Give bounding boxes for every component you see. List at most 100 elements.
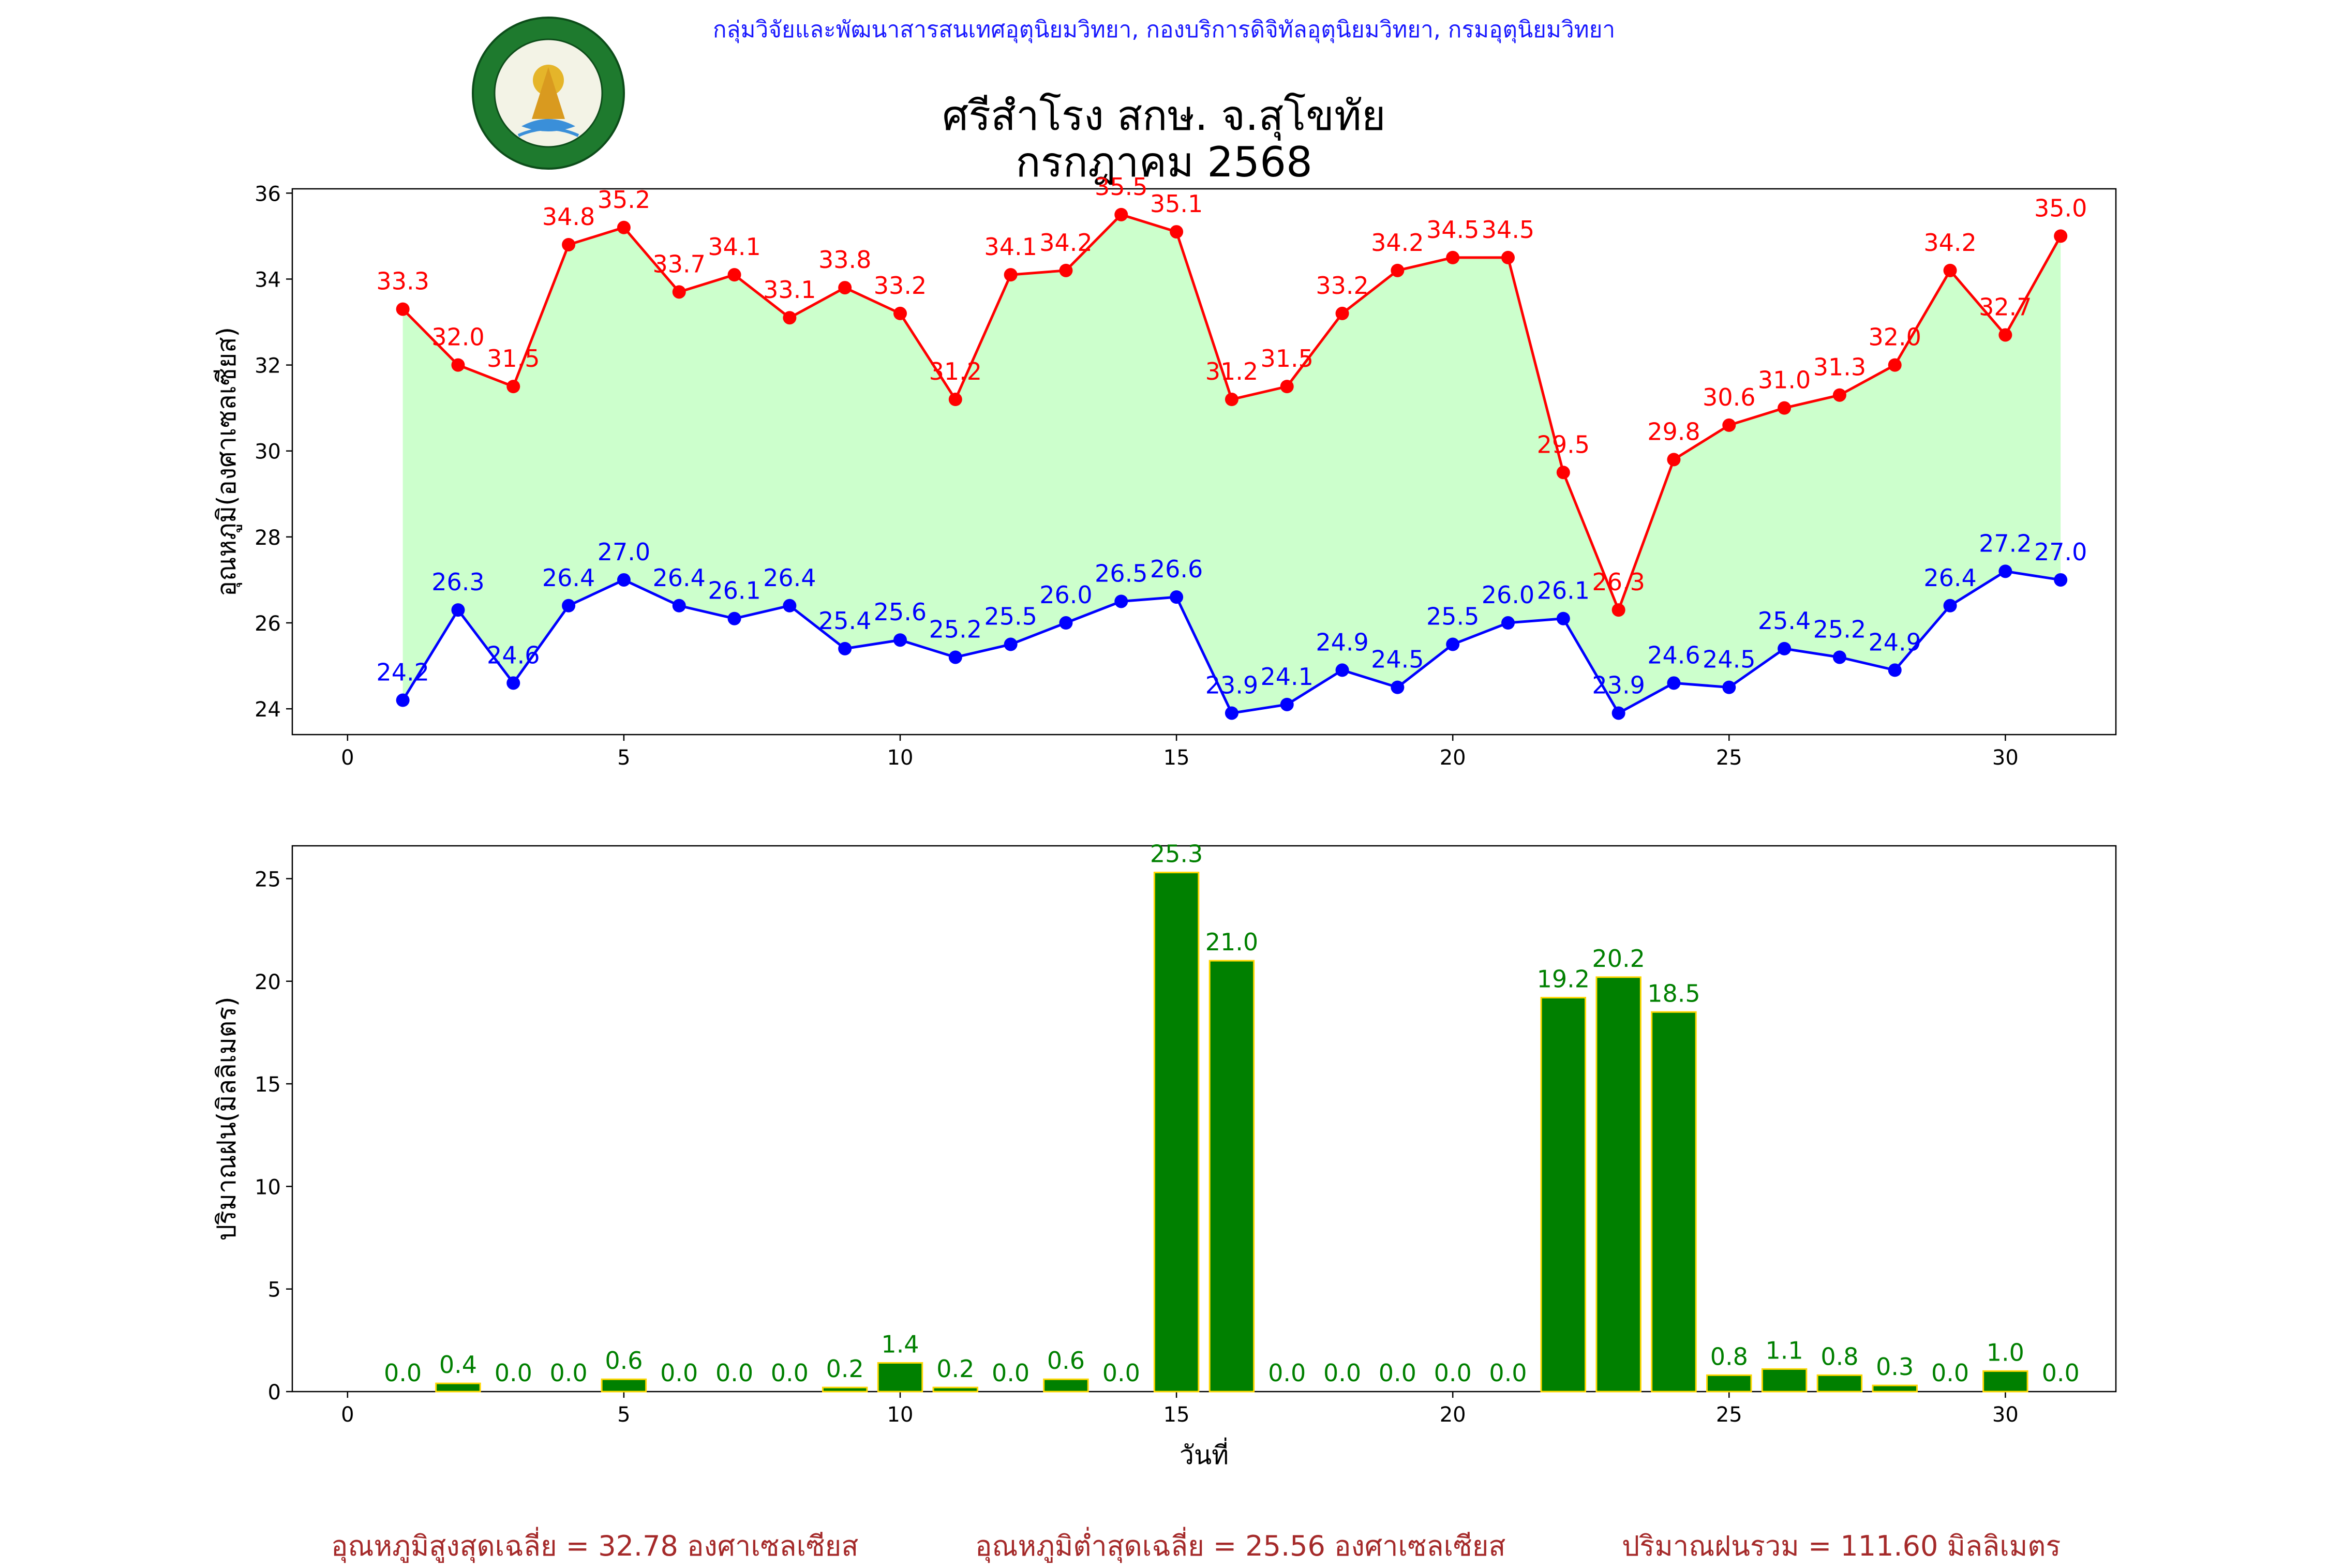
temp-y-axis-label: อุณหภูมิ(องศาเซลเซียส) [212, 327, 242, 596]
max-temp-data-label: 34.5 [1426, 216, 1479, 244]
max-temp-point [1391, 263, 1405, 277]
rain-x-tick-label: 5 [617, 1403, 630, 1427]
min-temp-point [1225, 706, 1238, 720]
meteorological-department-logo [472, 17, 625, 170]
min-temp-point [893, 633, 907, 647]
min-temp-data-label: 26.1 [1537, 577, 1590, 605]
rain-data-label: 0.6 [1047, 1347, 1085, 1375]
min-temp-point [562, 599, 576, 613]
rain-x-tick-label: 15 [1163, 1403, 1190, 1427]
min-temp-data-label: 27.2 [1979, 529, 2032, 557]
max-temp-point [948, 393, 962, 407]
temp-y-tick-label: 36 [255, 182, 281, 206]
rain-data-label: 0.4 [439, 1351, 477, 1379]
min-temp-point [1335, 663, 1349, 677]
rain-y-tick-label: 20 [255, 970, 281, 994]
rain-data-label: 0.0 [1323, 1359, 1361, 1387]
max-temp-data-label: 34.2 [1923, 229, 1976, 257]
min-temp-point [1943, 599, 1957, 613]
rain-bar [1153, 872, 1200, 1393]
max-temp-data-label: 35.5 [1095, 173, 1147, 201]
min-temp-data-label: 24.6 [487, 641, 540, 669]
rain-data-label: 1.0 [1987, 1338, 2024, 1366]
min-temp-point [396, 693, 410, 707]
max-temp-point [783, 311, 797, 325]
rain-bar [1872, 1384, 1918, 1393]
rain-data-label: 0.0 [771, 1359, 809, 1387]
min-temp-point [1832, 650, 1846, 664]
max-temp-point [1667, 453, 1681, 467]
rain-x-tick-label: 20 [1440, 1403, 1466, 1427]
rain-data-label: 0.0 [992, 1359, 1029, 1387]
min-temp-data-label: 24.2 [376, 659, 429, 686]
rain-x-tick-label: 0 [341, 1403, 354, 1427]
max-temp-point [396, 302, 410, 316]
max-temp-data-label: 32.0 [431, 323, 484, 351]
max-temp-point [1225, 393, 1238, 407]
temp-y-tick-label: 34 [255, 268, 281, 292]
temp-y-tick-label: 32 [255, 354, 281, 378]
min-temp-point [1998, 564, 2012, 578]
max-temp-data-label: 32.0 [1869, 323, 1921, 351]
max-temp-point [1888, 358, 1902, 372]
min-temp-point [1667, 676, 1681, 690]
month-title: กรกฎาคม 2568 [1016, 138, 1312, 186]
rain-bar [1651, 1011, 1697, 1393]
min-temp-data-label: 24.9 [1316, 628, 1368, 656]
min-temp-point [1004, 637, 1018, 651]
min-temp-point [672, 599, 686, 613]
min-temp-point [1114, 594, 1128, 608]
temp-x-tick-label: 10 [887, 746, 914, 770]
max-temp-data-label: 33.7 [653, 250, 706, 278]
min-temp-data-label: 26.0 [1039, 581, 1092, 609]
rain-data-label: 25.3 [1150, 840, 1203, 868]
min-temp-point [1280, 697, 1294, 711]
temp-x-tick-label: 20 [1440, 746, 1466, 770]
min-temp-data-label: 25.5 [984, 603, 1037, 631]
min-temp-point [1888, 663, 1902, 677]
max-temp-data-label: 34.2 [1371, 229, 1424, 257]
rain-data-label: 0.0 [1489, 1359, 1527, 1387]
rain-data-label: 0.8 [1820, 1342, 1858, 1370]
rain-x-tick-label: 25 [1716, 1403, 1742, 1427]
max-temp-point [1778, 401, 1792, 415]
max-temp-point [1998, 328, 2012, 342]
max-temp-data-label: 30.6 [1703, 383, 1755, 411]
rain-bar [1761, 1368, 1808, 1393]
rain-data-label: 0.0 [1268, 1359, 1306, 1387]
max-temp-data-label: 33.2 [874, 272, 927, 300]
rain-data-label: 0.3 [1876, 1353, 1914, 1381]
min-temp-point [783, 599, 797, 613]
max-temp-data-label: 29.8 [1647, 417, 1700, 445]
max-temp-point [1943, 263, 1957, 277]
max-temp-data-label: 35.2 [598, 186, 650, 214]
rain-bar [877, 1362, 923, 1393]
max-temp-point [617, 220, 631, 234]
min-temp-data-label: 24.5 [1371, 646, 1424, 674]
max-temp-point [1280, 380, 1294, 394]
max-temp-point [1722, 418, 1736, 432]
rain-bar [1816, 1374, 1863, 1393]
max-temp-data-label: 31.2 [1205, 357, 1258, 385]
min-temp-point [838, 641, 852, 655]
min-temp-data-label: 23.9 [1205, 671, 1258, 699]
rain-data-label: 20.2 [1592, 945, 1645, 973]
rain-x-tick-label: 10 [887, 1403, 914, 1427]
rain-data-label: 0.0 [1102, 1359, 1140, 1387]
rain-bar [1043, 1378, 1089, 1393]
min-temp-data-label: 26.0 [1482, 581, 1534, 609]
rain-data-label: 0.0 [660, 1359, 698, 1387]
min-temp-point [1446, 637, 1460, 651]
min-temp-data-label: 27.0 [2034, 538, 2087, 566]
rain-y-axis-label: ปริมาณฝน(มิลลิเมตร) [212, 996, 242, 1241]
min-temp-point [506, 676, 520, 690]
min-temp-data-label: 27.0 [598, 538, 650, 566]
min-temp-data-label: 24.1 [1261, 663, 1314, 691]
rain-data-label: 0.8 [1710, 1342, 1748, 1370]
rain-data-label: 0.0 [715, 1359, 753, 1387]
rain-y-tick-label: 15 [255, 1073, 281, 1097]
temp-y-tick-label: 30 [255, 440, 281, 464]
rain-data-label: 0.6 [605, 1347, 643, 1375]
min-temp-point [1391, 680, 1405, 694]
